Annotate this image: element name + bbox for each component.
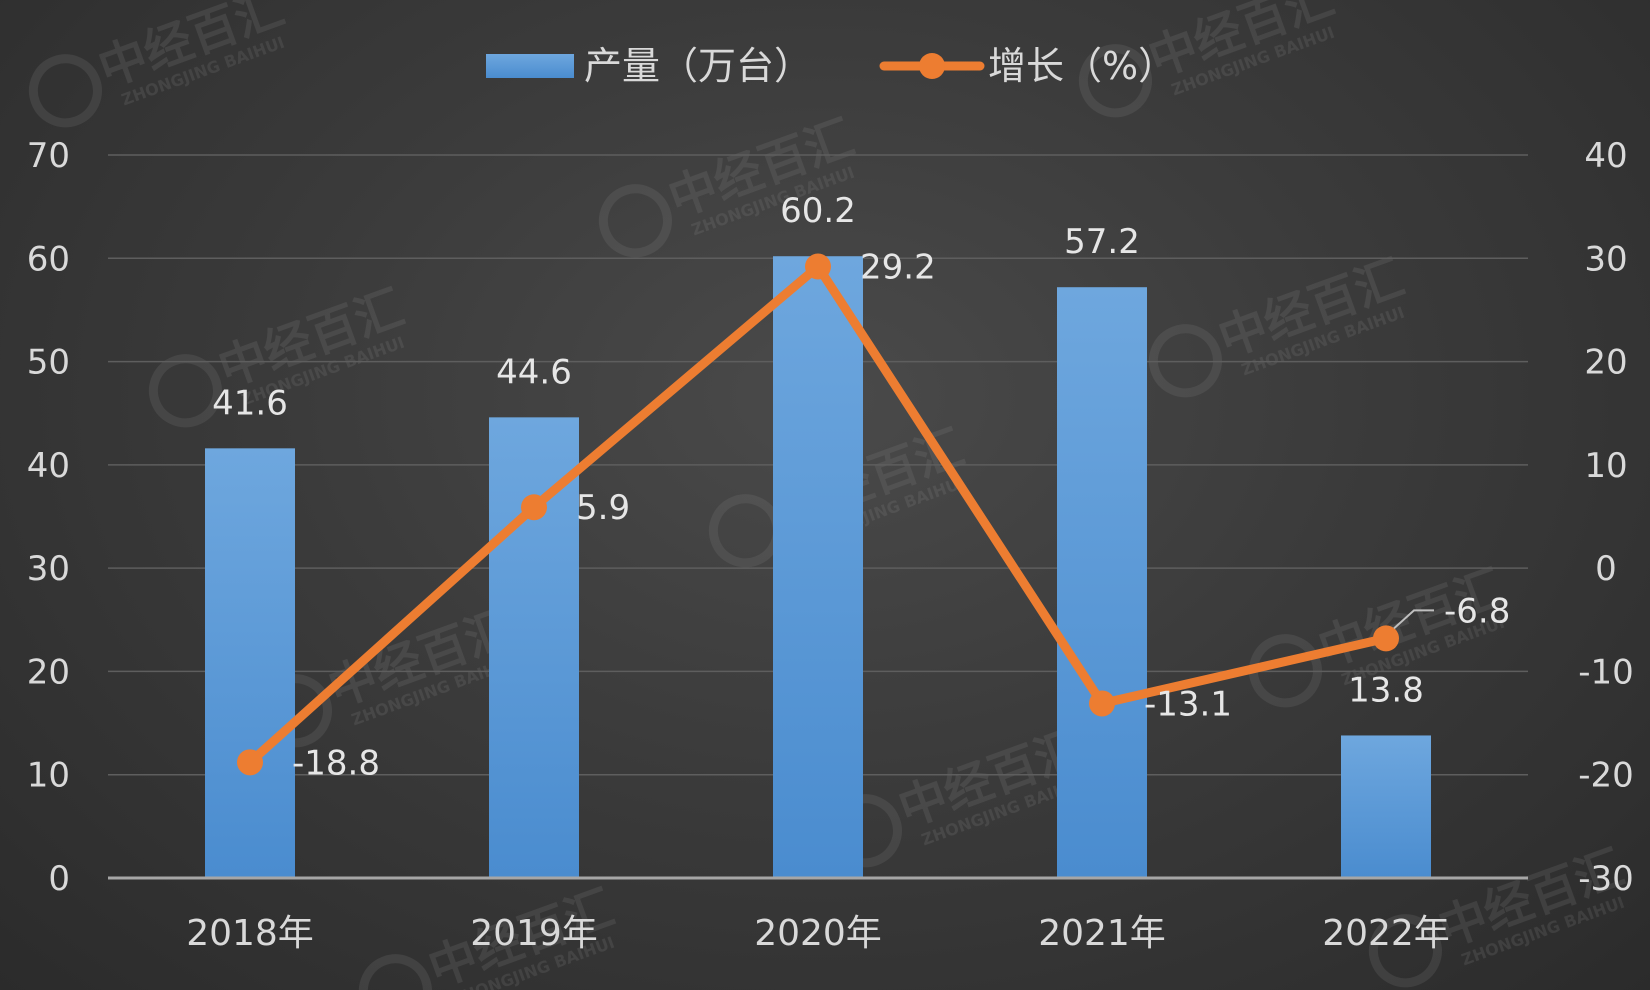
bar-data-label: 41.6 (212, 383, 288, 423)
y-left-tick-label: 10 (27, 756, 70, 796)
line-point (237, 749, 263, 776)
axes: 0 10 20 30 40 50 60 70 -30 -20 -10 0 10 20 30 40 2018年 20… (27, 136, 1634, 954)
y-right-tick-label: 10 (1584, 446, 1627, 486)
y-right-tick-label: -20 (1578, 756, 1634, 796)
watermark-logo-icon (1148, 324, 1222, 398)
bar-data-label: 13.8 (1348, 670, 1424, 710)
watermark-logo-icon (598, 184, 672, 258)
watermark-logo-icon (28, 54, 102, 128)
legend-bar-label: 产量（万台） (584, 44, 812, 88)
x-tick-label: 2019年 (470, 913, 598, 954)
y-right-tick-label: 40 (1584, 136, 1627, 176)
y-left-tick-label: 0 (48, 859, 70, 899)
y-right-tick-label: 20 (1584, 343, 1627, 383)
y-left-tick-label: 40 (27, 446, 70, 486)
bar-data-label: 60.2 (780, 191, 856, 231)
watermark-logo-icon (1078, 44, 1152, 118)
y-left-tick-label: 50 (27, 343, 70, 383)
bar (489, 417, 579, 878)
bar-data-label: 57.2 (1064, 222, 1140, 262)
y-right-tick-label: -10 (1578, 652, 1634, 692)
bar-series (205, 256, 1431, 879)
y-right-tick-label: -30 (1578, 859, 1634, 899)
y-left-tick-label: 30 (27, 549, 70, 589)
y-left-tick-label: 60 (27, 239, 70, 279)
legend-line-marker (919, 53, 945, 79)
line-point (521, 494, 547, 521)
legend-line-label: 增长（%） (988, 44, 1176, 88)
watermark-logo-icon (1368, 914, 1442, 988)
bar (773, 256, 863, 879)
watermark-logo-icon (358, 954, 432, 990)
line-point (1089, 690, 1115, 717)
bar (1057, 287, 1147, 879)
bar (205, 448, 295, 878)
line-data-label: 5.9 (576, 488, 630, 528)
watermark-logo-icon (148, 354, 222, 428)
line-series (237, 253, 1399, 776)
line-point (1373, 625, 1399, 652)
y-left-tick-label: 70 (27, 136, 70, 176)
line-data-label: -18.8 (292, 743, 380, 783)
line-data-label: -6.8 (1444, 591, 1510, 631)
y-right-tick-label: 30 (1584, 239, 1627, 279)
bar (1341, 735, 1431, 878)
watermark-logo-icon (1248, 634, 1322, 708)
leader-line (1393, 609, 1434, 630)
data-labels: 41.6 44.6 60.2 57.2 13.8 -18.8 5.9 29.2 -13.1 -6.… (212, 191, 1510, 783)
legend: 产量（万台） 增长（%） (486, 44, 1176, 88)
x-tick-label: 2021年 (1038, 913, 1166, 954)
bar-data-label: 44.6 (496, 352, 572, 392)
line-point (805, 253, 831, 280)
line-data-label: -13.1 (1144, 684, 1232, 724)
y-left-tick-label: 20 (27, 652, 70, 692)
legend-bar-swatch (486, 54, 574, 78)
x-tick-label: 2018年 (186, 913, 314, 954)
x-tick-label: 2022年 (1322, 913, 1450, 954)
line-data-label: 29.2 (860, 248, 936, 288)
x-tick-label: 2020年 (754, 913, 882, 954)
y-right-tick-label: 0 (1595, 549, 1617, 589)
